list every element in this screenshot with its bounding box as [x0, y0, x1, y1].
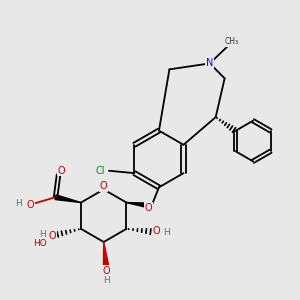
- Text: H: H: [103, 276, 110, 285]
- Text: O: O: [27, 200, 34, 210]
- Text: O: O: [145, 203, 152, 213]
- Text: H: H: [39, 230, 46, 239]
- Text: HO: HO: [33, 239, 47, 248]
- Text: O: O: [49, 231, 56, 241]
- Text: O: O: [102, 266, 110, 276]
- Polygon shape: [103, 242, 109, 267]
- Text: Cl: Cl: [96, 166, 105, 176]
- Text: H: H: [163, 228, 170, 237]
- Text: O: O: [152, 226, 160, 236]
- Polygon shape: [127, 202, 152, 208]
- Polygon shape: [55, 195, 81, 203]
- Text: O: O: [100, 182, 107, 191]
- Text: CH₃: CH₃: [225, 38, 239, 46]
- Text: N: N: [206, 58, 213, 68]
- Text: H: H: [16, 199, 22, 208]
- Text: O: O: [58, 166, 65, 176]
